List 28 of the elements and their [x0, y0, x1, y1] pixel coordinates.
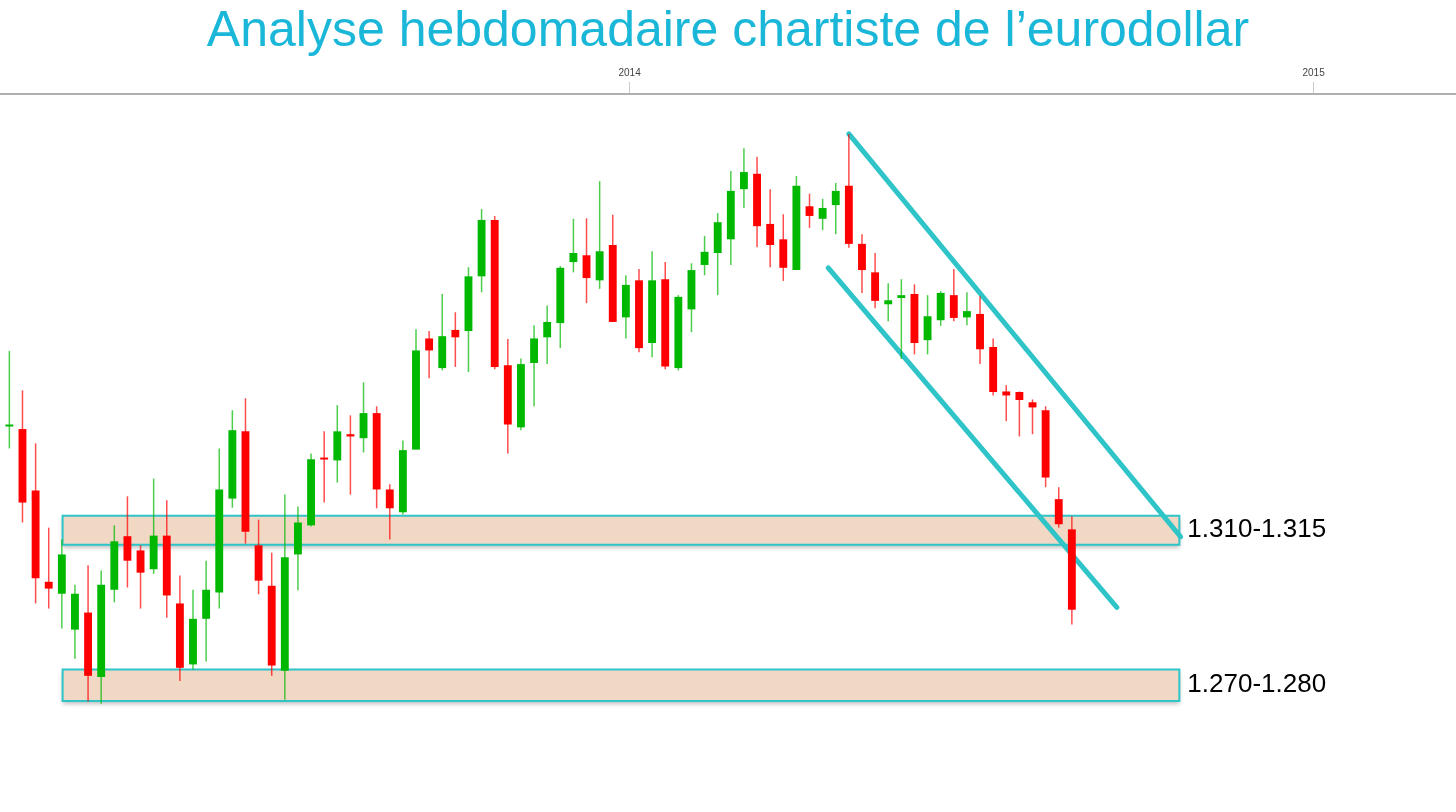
candlestick: [385, 483, 394, 541]
candlestick: [831, 182, 840, 235]
candlestick: [897, 278, 906, 360]
candlestick: [451, 311, 460, 368]
candlestick: [1002, 384, 1011, 422]
band-label: 1.270-1.280: [1187, 668, 1327, 699]
candlestick: [949, 268, 958, 323]
candlestick: [425, 330, 434, 380]
candlestick: [543, 304, 552, 365]
candlestick: [818, 198, 827, 231]
candlestick: [923, 294, 932, 356]
candlestick: [739, 147, 748, 209]
candlestick: [766, 188, 775, 268]
x-tick-label: 2014: [618, 66, 642, 78]
candlestick: [1015, 390, 1024, 438]
candlestick: [582, 217, 591, 304]
candlestick: [700, 235, 709, 276]
band-label: 1.310-1.315: [1187, 513, 1327, 544]
candlestick: [5, 350, 14, 450]
candlestick: [884, 282, 893, 323]
chart-title: Analyse hebdomadaire chartiste de l’eurodollar: [206, 0, 1250, 57]
x-tick-label: 2015: [1302, 66, 1326, 78]
candlestick: [962, 291, 971, 327]
candlestick: [44, 526, 53, 610]
candlestick: [569, 218, 578, 274]
candlestick: [805, 192, 814, 229]
candlestick: [136, 544, 145, 610]
candlestick: [320, 430, 329, 504]
